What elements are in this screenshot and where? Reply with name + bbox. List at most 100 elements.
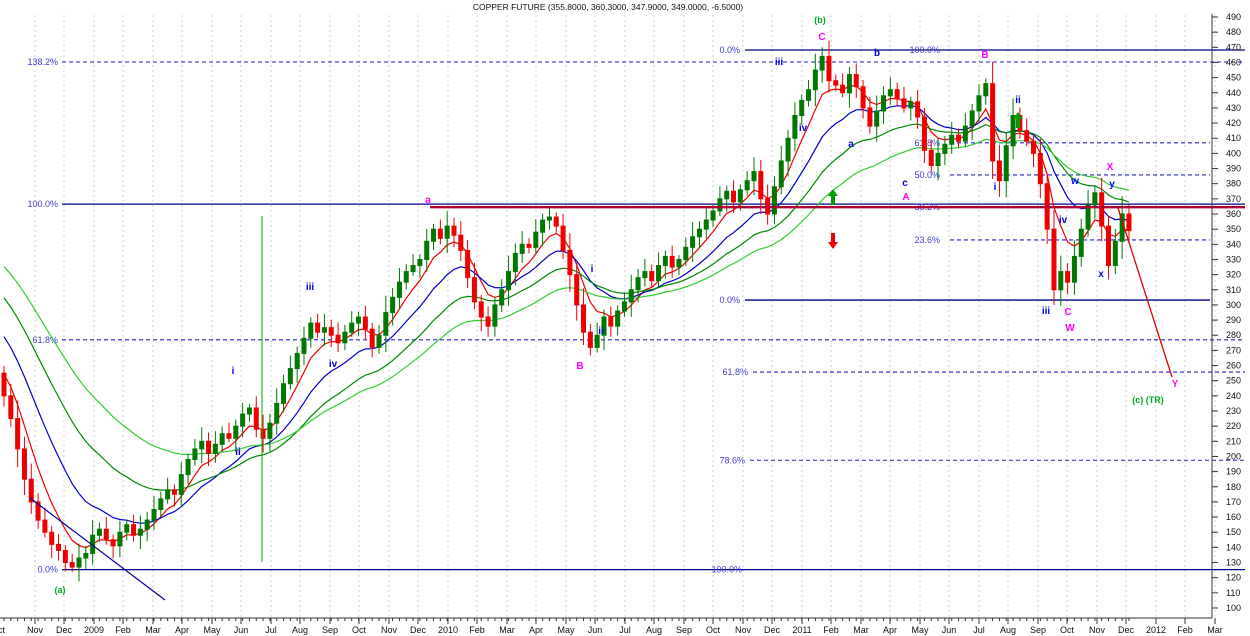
candle-body <box>15 418 21 450</box>
candle-body <box>144 519 150 530</box>
wave-label: w <box>1070 176 1079 187</box>
candle-body <box>587 331 593 348</box>
price-label: 330 <box>1226 254 1241 264</box>
price-label: 360 <box>1226 209 1241 219</box>
candle-body <box>615 310 621 327</box>
month-label: 2010 <box>438 625 458 635</box>
month-label: Feb <box>823 625 839 635</box>
trend-line <box>29 497 166 601</box>
candle-body <box>594 334 600 348</box>
trend-line <box>1117 207 1173 378</box>
candle-body <box>83 552 89 559</box>
candle-body <box>390 296 396 314</box>
candle-body <box>478 301 484 318</box>
up-signal-arrow-icon <box>1013 112 1023 128</box>
candle-body <box>621 301 627 312</box>
candle-body <box>1092 192 1098 206</box>
month-label: 2009 <box>84 625 104 635</box>
candle-body <box>676 258 682 268</box>
price-label: 210 <box>1226 436 1241 446</box>
wave-label: i <box>232 366 235 377</box>
candle-body <box>935 152 941 167</box>
candle-body <box>996 160 1002 182</box>
wave-label: ii <box>598 326 604 337</box>
candle-body <box>410 265 416 273</box>
price-label: 250 <box>1226 376 1241 386</box>
candle-body <box>901 98 907 109</box>
axes: Oct Nov Dec 2009 Feb Mar Apr May Jun Jul Aug Sep Oct… <box>0 12 1241 635</box>
candle-body <box>342 331 348 344</box>
candle-body <box>1112 240 1118 267</box>
chart-title: COPPER FUTURE (355.8000, 360.3000, 347.9… <box>473 2 743 12</box>
overlay-lines <box>29 205 1245 601</box>
candle-body <box>969 110 975 127</box>
candle-body <box>137 528 143 536</box>
candle-body <box>274 402 280 424</box>
price-label: 370 <box>1226 194 1241 204</box>
wave-label: (a) <box>55 585 66 595</box>
candle-body <box>887 89 893 97</box>
month-label: Mar <box>499 625 515 635</box>
ema-slow-line <box>3 123 1130 492</box>
month-label: Jul <box>265 625 277 635</box>
price-label: 430 <box>1226 103 1241 113</box>
wave-label: A <box>902 192 909 203</box>
candle-body <box>908 101 914 109</box>
candle-body <box>444 225 450 239</box>
candle-body <box>962 125 968 142</box>
candle-body <box>431 228 437 242</box>
price-label: 130 <box>1226 558 1241 568</box>
month-label: Apr <box>529 625 543 635</box>
candle-body <box>335 334 341 344</box>
fib-level-label: 100.0% <box>27 199 58 209</box>
candle-body <box>519 243 525 254</box>
candle-body <box>287 368 293 385</box>
candle-body <box>233 425 239 439</box>
candle-body <box>1031 140 1037 154</box>
wave-label: x <box>1098 269 1104 280</box>
month-label: Nov <box>27 625 44 635</box>
candle-body <box>294 352 300 370</box>
fib-level-label: 61.8% <box>722 367 748 377</box>
month-label: Mar <box>1207 625 1223 635</box>
candle-body <box>465 249 471 279</box>
candle-body <box>117 531 123 547</box>
candle-body <box>62 549 68 564</box>
candle-body <box>1024 130 1030 142</box>
candle-body <box>21 448 27 480</box>
candle-body <box>458 234 464 251</box>
month-label: Feb <box>115 625 131 635</box>
candle-body <box>874 110 880 127</box>
fib-level-label: 0.0% <box>37 565 58 575</box>
price-label: 100 <box>1226 603 1241 613</box>
candle-body <box>362 316 368 330</box>
candle-body <box>321 327 327 333</box>
wave-label: ii <box>1015 95 1021 106</box>
candle-body <box>546 216 552 221</box>
month-label: Dec <box>764 625 781 635</box>
price-label: 170 <box>1226 497 1241 507</box>
candle-body <box>403 271 409 283</box>
candle-body <box>771 186 777 215</box>
price-label: 340 <box>1226 239 1241 249</box>
candle-body <box>499 289 505 306</box>
price-label: 320 <box>1226 270 1241 280</box>
fib-level-label: 78.6% <box>719 455 745 465</box>
candle-body <box>976 95 982 112</box>
month-label: Oct <box>1060 625 1075 635</box>
month-label: Sep <box>676 625 692 635</box>
candle-body <box>758 171 764 200</box>
price-label: 140 <box>1226 542 1241 552</box>
candle-body <box>396 281 402 298</box>
candle-body <box>628 289 634 303</box>
candle-body <box>1099 192 1105 227</box>
candle-body <box>1085 204 1091 230</box>
candle-body <box>512 252 518 273</box>
month-label: May <box>911 625 929 635</box>
price-label: 310 <box>1226 285 1241 295</box>
candle-body <box>949 134 955 145</box>
candle-body <box>383 312 389 336</box>
price-label: 480 <box>1226 27 1241 37</box>
